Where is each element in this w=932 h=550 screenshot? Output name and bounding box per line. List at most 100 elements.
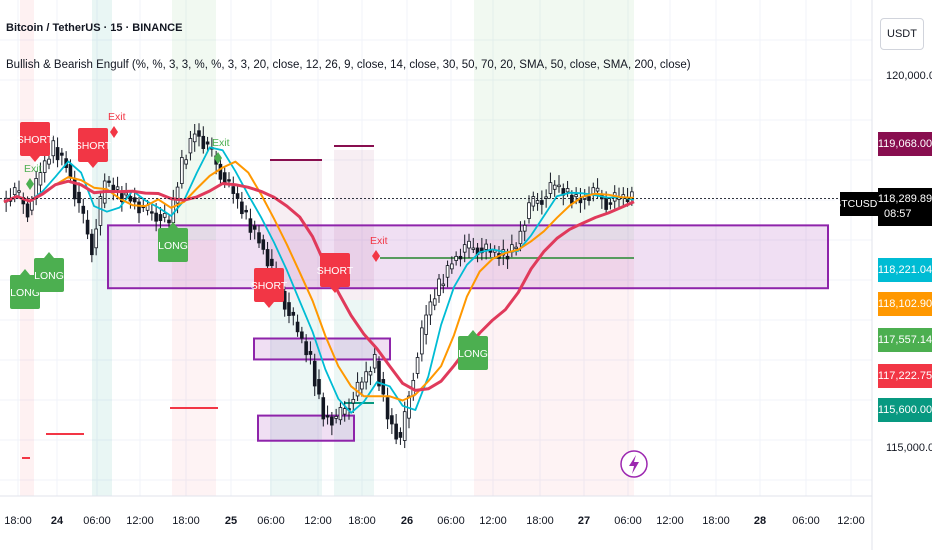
price-label-cyan: 118,221.04	[878, 258, 932, 282]
last-price-label: 118,289.89 08:57	[878, 188, 932, 226]
candle-body	[205, 141, 210, 145]
candle-body	[394, 423, 398, 440]
level-lines	[22, 145, 634, 459]
candle-body	[595, 187, 600, 192]
candle-body	[364, 371, 368, 383]
candle-body	[462, 244, 467, 253]
candle-body	[60, 152, 64, 156]
candle-body	[132, 197, 137, 203]
signal-arrow	[168, 222, 178, 228]
candle-body	[428, 301, 433, 316]
signals: SHORT SHORT LONG LONG LONG SHORT SHORT LONG	[10, 122, 488, 370]
candle-body	[518, 230, 523, 245]
candle-body	[514, 246, 518, 250]
exit-marker	[110, 126, 118, 138]
exit-label: Exit	[370, 235, 388, 247]
symbol-tag: BTCUSDT	[834, 192, 884, 216]
candle-body	[385, 397, 390, 420]
signal-long: LONG	[458, 330, 488, 370]
candle-body	[398, 432, 403, 438]
time-label: 06:00	[83, 515, 111, 527]
session-band	[474, 240, 634, 496]
candle-body	[38, 172, 43, 186]
candle-body	[557, 184, 561, 188]
candle-body	[390, 415, 394, 425]
candle-body	[484, 243, 488, 250]
signal-arrow	[20, 269, 30, 275]
candle-body	[454, 255, 458, 261]
candle-body	[180, 157, 184, 184]
time-label: 18:00	[702, 515, 730, 527]
candle-body	[244, 209, 248, 213]
price-label-green: 117,557.14	[878, 328, 932, 352]
signal-box	[158, 228, 188, 262]
signal-short: SHORT	[317, 253, 354, 293]
candle-body	[574, 194, 578, 198]
candle-body	[351, 398, 356, 404]
candle-body	[197, 130, 201, 137]
signal-arrow	[30, 156, 40, 162]
exit-marker	[372, 250, 380, 262]
signal-short: SHORT	[75, 128, 112, 168]
candle-body	[570, 194, 574, 204]
exit-marker	[26, 178, 34, 190]
signal-box	[254, 268, 284, 302]
candle-body	[295, 321, 300, 333]
time-label: 12:00	[837, 515, 865, 527]
candle-body	[184, 159, 188, 165]
candle-body	[450, 263, 454, 270]
candle-body	[505, 255, 510, 260]
candle-body	[107, 180, 111, 183]
signal-long: LONG	[34, 252, 64, 292]
candle-body	[432, 298, 437, 306]
candle-body	[77, 191, 81, 204]
signal-box	[20, 122, 50, 156]
signal-text: LONG	[10, 287, 40, 299]
candle-body	[355, 381, 360, 397]
candle-body	[325, 415, 330, 418]
candle-body	[488, 250, 493, 253]
candle-body	[467, 240, 471, 249]
candle-body	[150, 211, 154, 214]
signal-text: SHORT	[251, 280, 288, 292]
candle-body	[30, 200, 34, 211]
price-tick: 120,000.00	[886, 70, 932, 82]
candles	[4, 123, 634, 449]
candle-body	[47, 158, 51, 165]
candle-body	[381, 379, 386, 395]
time-label: 06:00	[257, 515, 285, 527]
candle-body	[372, 354, 377, 369]
candle-body	[402, 411, 407, 441]
price-label-level: 119,068.00	[878, 132, 932, 156]
lightning-icon	[620, 450, 648, 478]
candle-body	[12, 187, 17, 196]
currency-button[interactable]: USDT	[880, 18, 924, 50]
candle-body	[25, 203, 30, 218]
candle-body	[535, 200, 540, 204]
session-band	[92, 0, 112, 496]
candle-body	[330, 416, 334, 426]
signal-box	[320, 253, 350, 287]
signal-box	[78, 128, 108, 162]
time-label: 18:00	[172, 515, 200, 527]
time-label: 06:00	[437, 515, 465, 527]
candle-body	[257, 232, 261, 244]
ma-line	[3, 179, 635, 392]
candle-body	[51, 140, 56, 157]
signal-box	[34, 258, 64, 292]
signal-text: LONG	[458, 348, 488, 360]
time-label: 12:00	[479, 515, 507, 527]
grid	[0, 0, 872, 496]
candle-body	[420, 327, 424, 355]
candle-body	[227, 179, 231, 182]
candle-body	[90, 233, 94, 256]
signal-box	[458, 336, 488, 370]
candle-body	[338, 407, 343, 421]
candle-body	[437, 278, 441, 296]
ma-line	[3, 146, 635, 414]
time-label: 24	[51, 515, 64, 527]
signal-arrow	[88, 162, 98, 168]
symbol-title: Bitcoin / TetherUS · 15 · BINANCE	[6, 22, 183, 34]
candle-body	[531, 196, 536, 207]
